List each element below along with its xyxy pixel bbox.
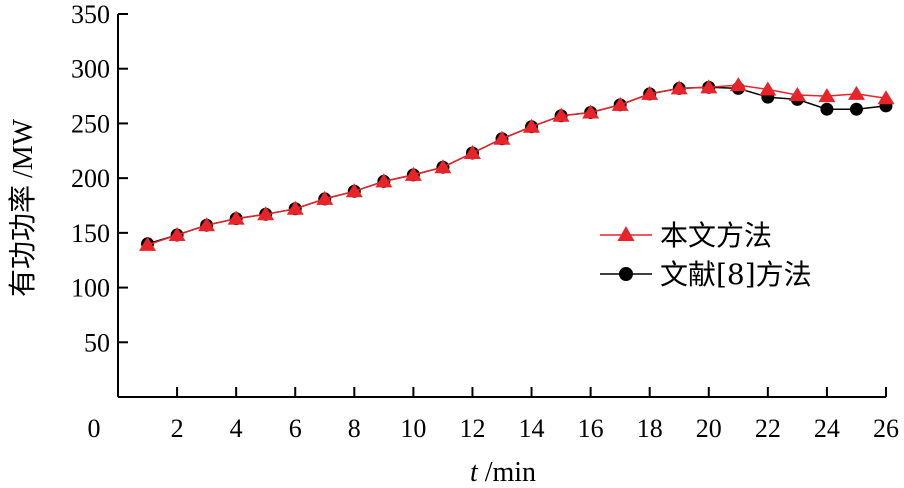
- series-2-line: [147, 86, 887, 245]
- series-1-point: [227, 210, 245, 225]
- legend-item-series-2: 文献[8]方法: [600, 258, 812, 291]
- x-tick-label: 26: [873, 414, 899, 443]
- series-1-point: [759, 81, 777, 96]
- series-1-point: [877, 90, 895, 105]
- series-1-point: [818, 88, 836, 103]
- series-1-point: [257, 206, 275, 221]
- legend-item-series-1: 本文方法: [600, 219, 772, 252]
- x-axis-title: t /min: [470, 457, 536, 488]
- series-1-point: [434, 159, 452, 174]
- series-1: [139, 77, 895, 251]
- series-1-point: [404, 166, 422, 181]
- y-tick-label: 50: [84, 328, 110, 357]
- y-tick-label: 150: [71, 219, 110, 248]
- series-1-point: [700, 79, 718, 94]
- y-tick-label: 350: [71, 0, 110, 29]
- y-tick-label: 100: [71, 274, 110, 303]
- series-1-point: [493, 130, 511, 145]
- series-1-point: [139, 236, 157, 251]
- x-tick-label: 12: [459, 414, 485, 443]
- legend-marker-series-2: [619, 267, 633, 281]
- origin-label: 0: [88, 414, 101, 443]
- x-tick-label: 14: [519, 414, 545, 443]
- axes: [117, 14, 886, 398]
- x-tick-label: 24: [814, 414, 840, 443]
- series-2: [141, 80, 893, 251]
- x-tick-label: 18: [637, 414, 663, 443]
- x-axis-unit: /min: [478, 457, 536, 488]
- legend: 本文方法 文献[8]方法: [600, 219, 812, 291]
- legend-marker-series-1: [617, 226, 635, 241]
- x-tick-label: 6: [289, 414, 302, 443]
- y-axis-title: 有功功率 /MW: [7, 118, 39, 297]
- x-tick-label: 4: [230, 414, 243, 443]
- series-1-point: [641, 85, 659, 100]
- x-tick-label: 8: [348, 414, 361, 443]
- x-tick-label: 20: [696, 414, 722, 443]
- legend-label-series-1: 本文方法: [660, 219, 772, 252]
- series-1-point: [345, 183, 363, 198]
- y-tick-label: 250: [71, 109, 110, 138]
- y-tick-label: 300: [71, 55, 110, 84]
- series-1-point: [847, 85, 865, 100]
- series-1-point: [375, 173, 393, 188]
- series-1-point: [463, 144, 481, 159]
- series-1-point: [582, 104, 600, 119]
- series-1-line: [147, 84, 887, 246]
- series-1-point: [523, 118, 541, 133]
- series-1-point: [168, 227, 186, 242]
- y-tick-label: 200: [71, 164, 110, 193]
- series-1-point: [611, 96, 629, 111]
- series-1-point: [670, 80, 688, 95]
- series-1-point: [788, 86, 806, 101]
- series-1-point: [198, 217, 216, 232]
- series-2-point: [849, 102, 863, 116]
- series-2-point: [820, 102, 834, 116]
- legend-label-series-2: 文献[8]方法: [660, 258, 812, 291]
- series-1-point: [552, 107, 570, 122]
- series-1-point: [729, 77, 747, 92]
- series-layer: [139, 77, 895, 251]
- series-1-point: [316, 190, 334, 205]
- x-tick-label: 16: [578, 414, 604, 443]
- x-tick-label: 22: [755, 414, 781, 443]
- series-1-point: [286, 200, 304, 215]
- x-tick-label: 10: [400, 414, 426, 443]
- x-axis-variable: t: [470, 457, 479, 488]
- x-tick-label: 2: [171, 414, 184, 443]
